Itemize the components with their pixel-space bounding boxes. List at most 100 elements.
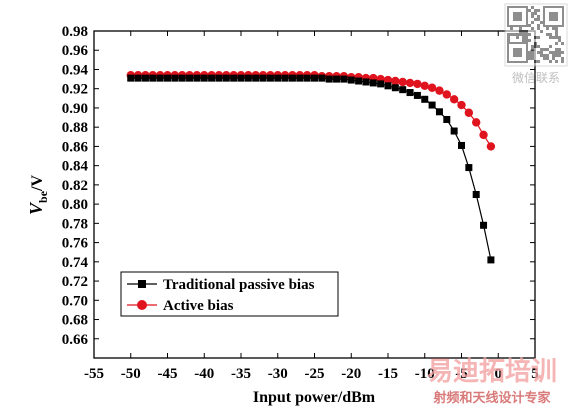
data-point-passive	[458, 141, 465, 149]
data-point-passive	[384, 82, 392, 90]
data-point-passive	[178, 74, 186, 82]
qr-module	[528, 9, 531, 12]
qr-module	[555, 33, 558, 36]
data-point-passive	[435, 108, 443, 116]
y-axis: 0.66 0.68 0.70 0.72 0.74 0.76 0.78 0.80 0.82 0.84…	[62, 24, 535, 348]
data-point-active	[486, 142, 496, 151]
qr-module	[513, 33, 516, 36]
data-point-passive	[252, 74, 260, 82]
y-tick-label: 0.72	[62, 274, 88, 290]
qr-module	[528, 24, 531, 27]
data-point-passive	[141, 74, 149, 82]
data-point-active	[479, 130, 488, 140]
data-point-active	[391, 76, 400, 86]
qr-module	[534, 12, 537, 15]
qr-module	[519, 27, 522, 30]
qr-module	[531, 51, 534, 54]
qr-module	[537, 45, 540, 48]
qr-module	[540, 30, 543, 33]
qr-module	[537, 27, 540, 30]
brand-main-text: 易迪拓培训	[427, 357, 557, 387]
qr-module	[531, 12, 534, 15]
data-point-passive	[465, 164, 473, 172]
x-axis: -55 -50 -45 -40 -35 -30 -25 -20 -15 -10 -5 0 5	[84, 31, 539, 382]
qr-module	[555, 48, 558, 51]
qr-module	[561, 60, 564, 63]
qr-module	[537, 18, 540, 21]
y-tick-label: 0.76	[62, 236, 89, 252]
x-tick-label: -50	[121, 366, 141, 382]
qr-module	[534, 18, 537, 21]
data-point-passive	[156, 74, 164, 82]
data-point-passive	[222, 74, 230, 82]
qr-module	[555, 54, 558, 57]
qr-module	[510, 27, 513, 30]
qr-module	[543, 57, 546, 60]
qr-module	[519, 30, 522, 33]
qr-module	[546, 57, 549, 60]
data-point-passive	[472, 191, 480, 198]
qr-module	[540, 54, 543, 57]
data-point-passive	[200, 74, 208, 82]
data-point-passive	[244, 74, 252, 82]
qr-module	[522, 36, 525, 39]
qr-module	[555, 36, 558, 39]
qr-module	[549, 60, 552, 63]
x-tick-label: -20	[341, 366, 361, 382]
data-point-active	[405, 78, 415, 88]
y-tick-label: 0.66	[62, 332, 89, 348]
qr-module	[537, 60, 540, 63]
qr-finder-center	[549, 12, 558, 21]
data-point-passive	[311, 74, 318, 82]
qr-module	[552, 57, 555, 60]
brand-watermark: 易迪拓培训 射频和天线设计专家	[427, 357, 557, 406]
y-axis-title: Vbe/V	[26, 175, 50, 215]
qr-module	[528, 57, 531, 60]
data-point-passive	[186, 74, 194, 82]
qr-module	[534, 9, 537, 12]
x-tick-label: 0	[495, 366, 503, 382]
data-point-passive	[450, 127, 458, 135]
qr-module	[558, 51, 561, 54]
y-tick-label: 0.94	[62, 62, 89, 78]
data-point-active	[427, 83, 437, 92]
qr-module	[540, 51, 543, 54]
data-point-passive	[355, 77, 363, 85]
data-point-passive	[362, 78, 370, 86]
x-tick-label: -40	[194, 366, 214, 382]
qr-module	[531, 21, 534, 24]
qr-module	[540, 48, 543, 51]
data-point-passive	[333, 75, 341, 83]
qr-finder	[507, 42, 528, 63]
qr-module	[561, 42, 564, 45]
y-tick-label: 0.84	[62, 159, 89, 175]
qr-module	[531, 57, 534, 60]
legend-marker-square	[138, 280, 146, 288]
qr-module	[540, 21, 543, 24]
qr-module	[552, 36, 555, 39]
qr-module	[555, 51, 558, 54]
y-tick-label: 0.86	[62, 139, 89, 155]
qr-finder	[543, 6, 564, 27]
qr-module	[525, 33, 528, 36]
qr-module	[546, 27, 549, 30]
qr-module	[555, 30, 558, 33]
data-point-passive	[193, 74, 201, 82]
data-point-passive	[164, 74, 171, 82]
y-axis-title-main: V	[26, 201, 46, 215]
x-tick-label: 5	[531, 366, 539, 382]
data-point-active	[472, 118, 481, 127]
x-tick-label: -55	[84, 366, 104, 382]
series-layer	[126, 71, 496, 264]
qr-module	[555, 60, 558, 63]
qr-module	[558, 48, 561, 51]
x-tick-label: -15	[378, 366, 398, 382]
data-point-active	[464, 108, 474, 117]
data-point-passive	[274, 74, 282, 82]
qr-finder-center	[513, 12, 522, 21]
data-point-passive	[421, 95, 429, 103]
data-point-active	[420, 81, 429, 91]
qr-module	[519, 33, 522, 36]
data-point-passive	[428, 101, 436, 109]
